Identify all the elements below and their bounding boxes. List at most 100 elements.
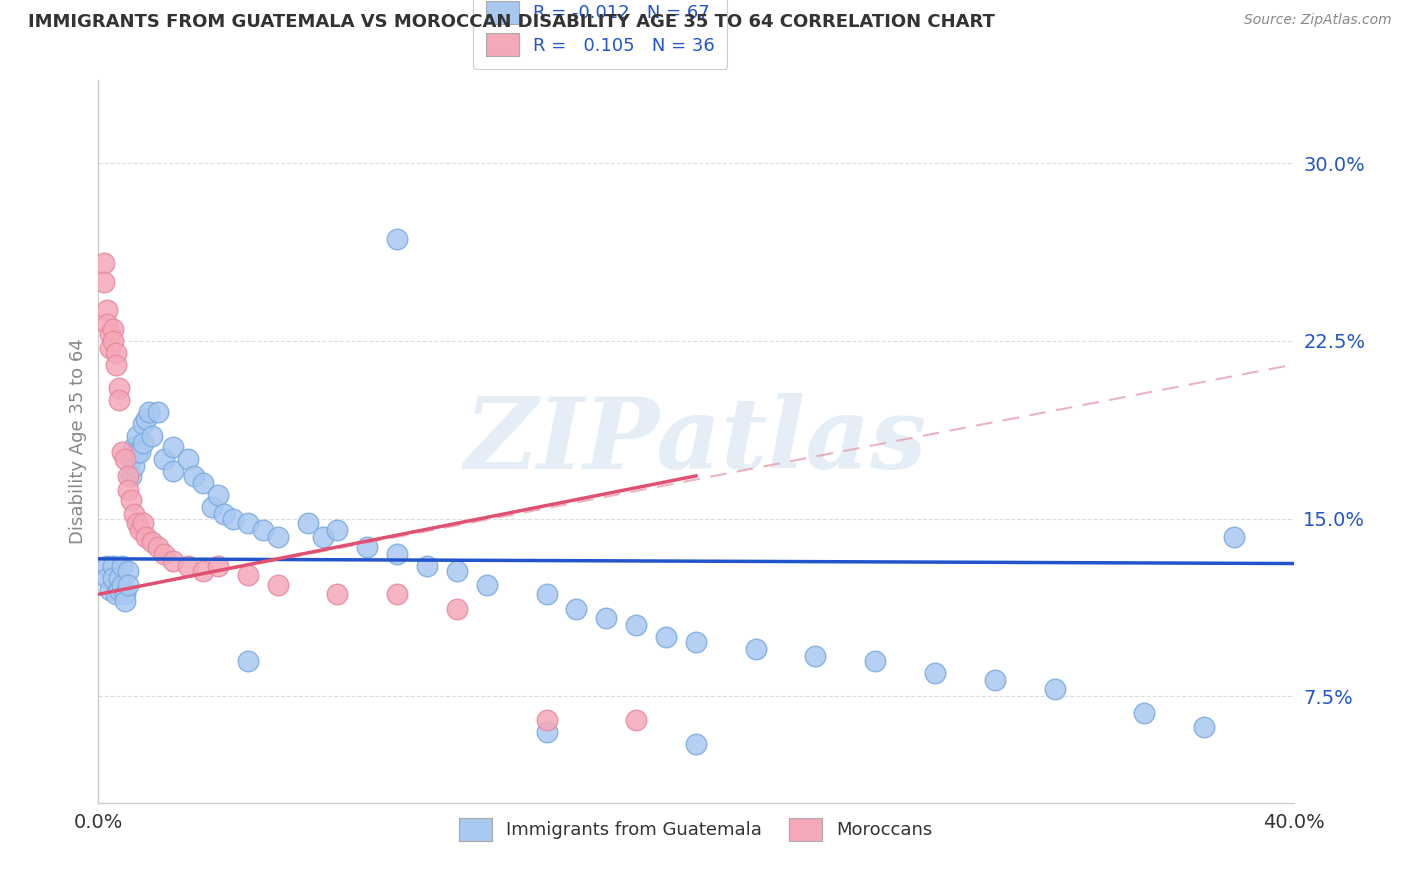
Point — [984, 673, 1007, 687]
Point — [297, 516, 319, 531]
Point — [108, 381, 131, 395]
Point — [685, 634, 707, 648]
Point — [108, 582, 131, 597]
Point — [745, 641, 768, 656]
Point — [236, 568, 259, 582]
Point — [595, 611, 617, 625]
Point — [127, 516, 149, 531]
Point — [446, 564, 468, 578]
Point — [177, 558, 200, 573]
Point — [416, 558, 439, 573]
Point — [103, 558, 125, 573]
Point — [117, 578, 139, 592]
Point — [96, 303, 118, 318]
Point — [565, 601, 588, 615]
Point — [236, 654, 259, 668]
Point — [105, 587, 128, 601]
Point — [141, 535, 163, 549]
Point — [162, 554, 184, 568]
Point — [236, 516, 259, 531]
Point — [207, 558, 229, 573]
Point — [1192, 720, 1215, 734]
Point — [111, 578, 134, 592]
Point — [117, 483, 139, 497]
Point — [96, 318, 118, 332]
Point — [96, 558, 118, 573]
Y-axis label: Disability Age 35 to 64: Disability Age 35 to 64 — [69, 339, 87, 544]
Point — [127, 445, 149, 459]
Point — [626, 713, 648, 727]
Point — [120, 492, 142, 507]
Point — [536, 713, 558, 727]
Point — [93, 255, 115, 269]
Point — [685, 737, 707, 751]
Point — [326, 524, 349, 538]
Point — [326, 587, 349, 601]
Point — [103, 334, 125, 348]
Point — [191, 564, 214, 578]
Point — [267, 531, 290, 545]
Point — [129, 445, 152, 459]
Point — [124, 507, 146, 521]
Point — [924, 665, 946, 680]
Point — [98, 582, 122, 597]
Point — [201, 500, 224, 514]
Point — [124, 459, 146, 474]
Point — [111, 445, 134, 459]
Point — [212, 507, 235, 521]
Point — [267, 578, 290, 592]
Point — [120, 452, 142, 467]
Point — [207, 488, 229, 502]
Point — [114, 452, 136, 467]
Point — [177, 452, 200, 467]
Point — [103, 571, 125, 585]
Point — [385, 547, 409, 561]
Point — [222, 511, 245, 525]
Point — [153, 547, 176, 561]
Point — [93, 275, 115, 289]
Point — [385, 232, 409, 246]
Text: Source: ZipAtlas.com: Source: ZipAtlas.com — [1244, 13, 1392, 28]
Point — [141, 428, 163, 442]
Point — [105, 358, 128, 372]
Point — [475, 578, 498, 592]
Point — [129, 524, 152, 538]
Point — [96, 571, 118, 585]
Point — [114, 594, 136, 608]
Point — [108, 393, 131, 408]
Point — [446, 601, 468, 615]
Point — [132, 417, 155, 431]
Point — [536, 587, 558, 601]
Point — [138, 405, 160, 419]
Point — [183, 469, 205, 483]
Point — [111, 558, 134, 573]
Point — [132, 516, 155, 531]
Point — [127, 428, 149, 442]
Point — [124, 441, 146, 455]
Point — [356, 540, 378, 554]
Point — [98, 341, 122, 355]
Point — [153, 452, 176, 467]
Text: IMMIGRANTS FROM GUATEMALA VS MOROCCAN DISABILITY AGE 35 TO 64 CORRELATION CHART: IMMIGRANTS FROM GUATEMALA VS MOROCCAN DI… — [28, 13, 995, 31]
Text: ZIPatlas: ZIPatlas — [465, 393, 927, 490]
Point — [804, 648, 827, 663]
Point — [120, 469, 142, 483]
Point — [103, 322, 125, 336]
Point — [162, 441, 184, 455]
Point — [162, 464, 184, 478]
Point — [1223, 531, 1246, 545]
Point — [148, 405, 170, 419]
Point — [191, 475, 214, 490]
Point — [117, 564, 139, 578]
Point — [865, 654, 887, 668]
Point — [1043, 682, 1066, 697]
Point — [132, 435, 155, 450]
Point — [135, 531, 157, 545]
Point — [135, 412, 157, 426]
Point — [1133, 706, 1156, 720]
Point — [148, 540, 170, 554]
Point — [311, 531, 333, 545]
Point — [252, 524, 274, 538]
Point — [117, 469, 139, 483]
Point — [108, 571, 131, 585]
